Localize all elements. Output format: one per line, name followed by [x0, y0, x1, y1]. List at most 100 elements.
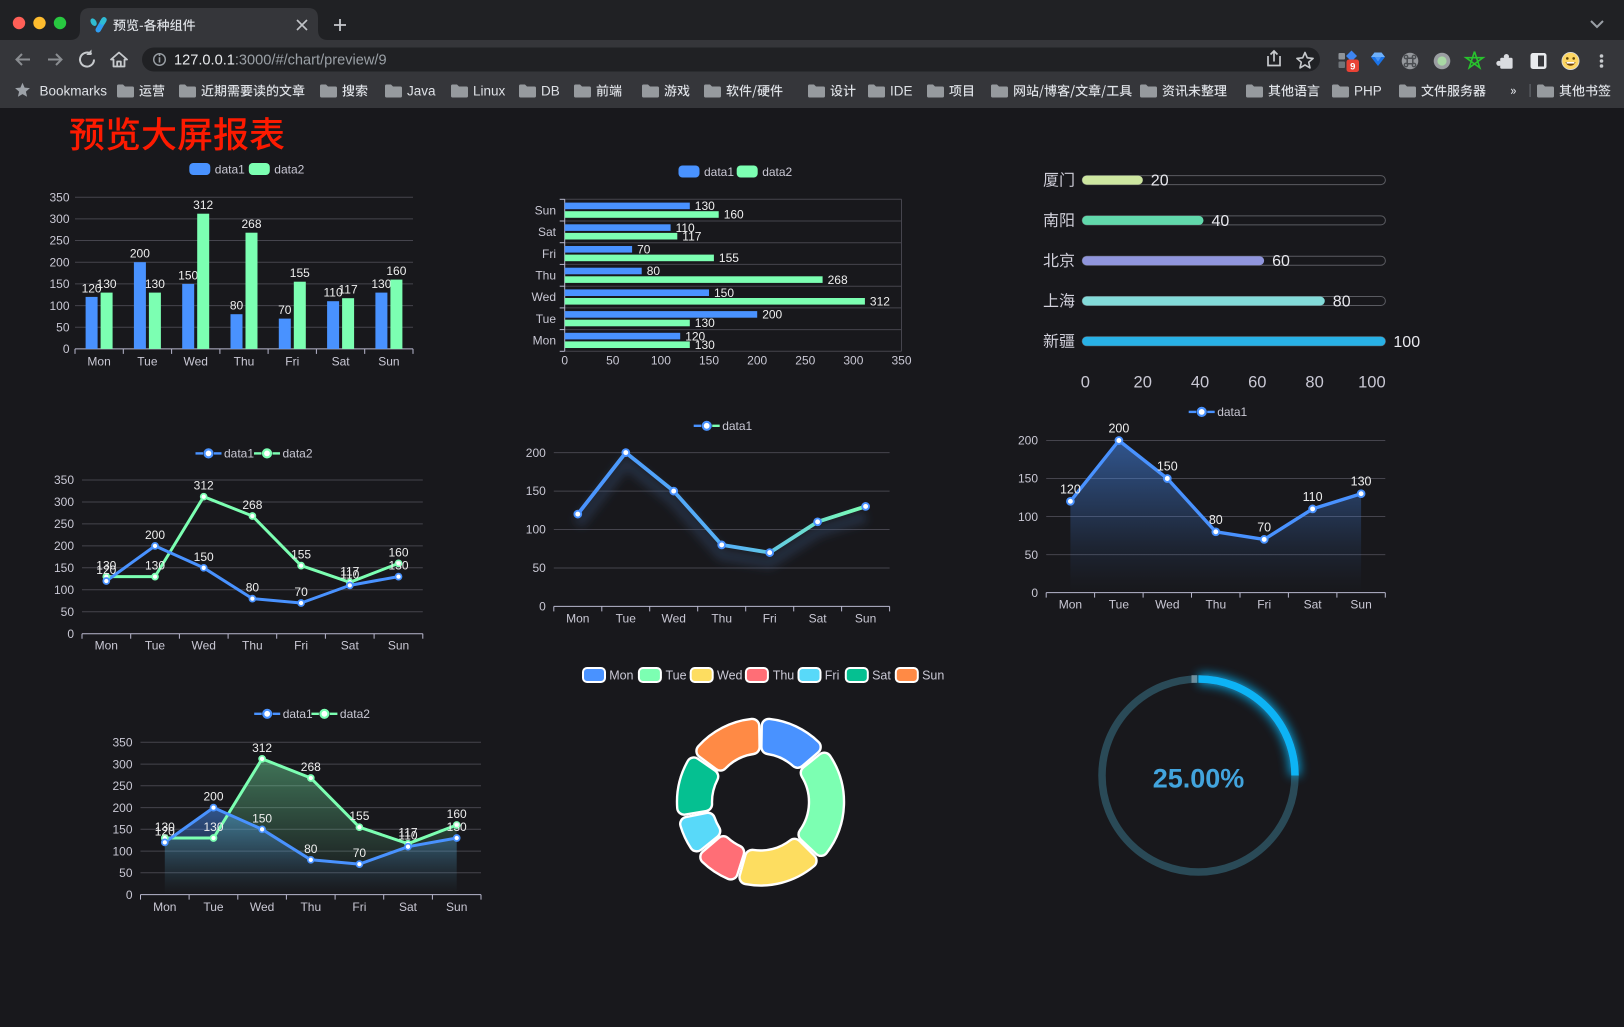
svg-text:160: 160: [724, 208, 744, 222]
svg-text:120: 120: [82, 281, 102, 295]
svg-text:80: 80: [246, 581, 260, 595]
svg-text:50: 50: [61, 605, 75, 619]
svg-text:Mon: Mon: [87, 355, 110, 369]
svg-text:150: 150: [112, 823, 132, 837]
svg-text:130: 130: [155, 820, 175, 834]
svg-text:312: 312: [870, 295, 890, 309]
svg-text:PHP: PHP: [1354, 84, 1382, 99]
svg-text:100: 100: [651, 354, 671, 368]
svg-text:300: 300: [49, 212, 69, 226]
svg-text:IDE: IDE: [890, 84, 913, 99]
svg-text:155: 155: [290, 266, 310, 280]
svg-text:200: 200: [112, 801, 132, 815]
svg-text:70: 70: [637, 243, 651, 257]
svg-text:Sun: Sun: [535, 203, 556, 217]
svg-text:268: 268: [828, 273, 848, 287]
svg-text:50: 50: [1025, 548, 1039, 562]
svg-text:130: 130: [97, 277, 117, 291]
svg-text:Thu: Thu: [711, 612, 732, 626]
svg-text:Fri: Fri: [825, 669, 840, 683]
svg-text:data1: data1: [283, 707, 313, 721]
svg-text:160: 160: [388, 545, 408, 559]
svg-text:100: 100: [54, 583, 74, 597]
svg-text:Sun: Sun: [378, 355, 399, 369]
svg-text:268: 268: [241, 217, 261, 231]
svg-text:Fri: Fri: [285, 355, 299, 369]
svg-text:Wed: Wed: [250, 900, 274, 914]
svg-text:40: 40: [1212, 213, 1230, 230]
svg-text:312: 312: [194, 479, 214, 493]
svg-text:0: 0: [63, 342, 70, 356]
svg-text:80: 80: [1209, 513, 1223, 527]
svg-text:130: 130: [695, 199, 715, 213]
svg-text:Thu: Thu: [535, 269, 556, 283]
svg-text:0: 0: [539, 600, 546, 614]
svg-text:20: 20: [1151, 173, 1169, 190]
svg-text:Fri: Fri: [352, 900, 366, 914]
svg-text:200: 200: [526, 446, 546, 460]
svg-text:300: 300: [843, 354, 863, 368]
svg-text:150: 150: [252, 811, 272, 825]
svg-text:Mon: Mon: [566, 612, 589, 626]
svg-text:200: 200: [49, 255, 69, 269]
svg-text:Thu: Thu: [242, 639, 263, 653]
svg-text:130: 130: [695, 338, 715, 352]
svg-text:data2: data2: [340, 707, 370, 721]
svg-text:Mon: Mon: [609, 669, 633, 683]
svg-text:Bookmarks: Bookmarks: [40, 84, 108, 99]
svg-text:70: 70: [1257, 520, 1271, 534]
svg-text:Sun: Sun: [446, 900, 467, 914]
svg-text:200: 200: [145, 528, 165, 542]
svg-text:Tue: Tue: [203, 900, 224, 914]
svg-text:80: 80: [1305, 374, 1323, 392]
svg-text:130: 130: [695, 316, 715, 330]
svg-text:Sat: Sat: [399, 900, 418, 914]
svg-text:268: 268: [301, 760, 321, 774]
svg-text:80: 80: [230, 299, 244, 313]
svg-text:Tue: Tue: [616, 612, 637, 626]
svg-text:Wed: Wed: [532, 290, 556, 304]
svg-text:160: 160: [447, 807, 467, 821]
svg-text:117: 117: [398, 826, 417, 840]
svg-text:9: 9: [1350, 61, 1355, 72]
svg-text:127.0.0.1:3000/#/chart/preview: 127.0.0.1:3000/#/chart/preview/9: [174, 53, 387, 69]
svg-text:312: 312: [193, 198, 213, 212]
svg-text:Sat: Sat: [332, 355, 351, 369]
svg-text:0: 0: [1031, 586, 1038, 600]
svg-text:130: 130: [371, 277, 391, 291]
svg-text:DB: DB: [541, 84, 560, 99]
svg-text:Wed: Wed: [1155, 598, 1179, 612]
svg-text:117: 117: [339, 283, 358, 297]
svg-text:150: 150: [1018, 472, 1038, 486]
svg-text:110: 110: [676, 221, 695, 235]
svg-text:120: 120: [685, 329, 705, 343]
svg-text:70: 70: [278, 303, 292, 317]
svg-text:Sun: Sun: [1350, 598, 1371, 612]
svg-text:120: 120: [96, 563, 116, 577]
svg-text:120: 120: [1060, 482, 1081, 496]
svg-text:data1: data1: [704, 165, 734, 179]
svg-text:110: 110: [340, 567, 359, 581]
svg-text:312: 312: [252, 741, 272, 755]
svg-text:150: 150: [1157, 460, 1178, 474]
svg-text:Mon: Mon: [533, 334, 556, 348]
svg-text:150: 150: [714, 286, 734, 300]
svg-text:50: 50: [119, 866, 133, 880]
svg-text:0: 0: [126, 888, 133, 902]
svg-text:Fri: Fri: [1257, 598, 1271, 612]
svg-text:350: 350: [891, 354, 911, 368]
svg-text:200: 200: [762, 308, 782, 322]
svg-text:40: 40: [1191, 374, 1209, 392]
svg-text:100: 100: [1393, 334, 1420, 351]
svg-text:Thu: Thu: [234, 355, 255, 369]
svg-text:100: 100: [526, 523, 546, 537]
svg-text:110: 110: [324, 286, 343, 300]
svg-text:data1: data1: [224, 447, 254, 461]
svg-text:Tue: Tue: [666, 669, 687, 683]
svg-text:80: 80: [304, 842, 318, 856]
svg-text:117: 117: [340, 564, 359, 578]
svg-text:150: 150: [54, 561, 74, 575]
svg-text:Sat: Sat: [809, 612, 828, 626]
svg-text:130: 130: [1351, 475, 1372, 489]
svg-text:Thu: Thu: [300, 900, 321, 914]
